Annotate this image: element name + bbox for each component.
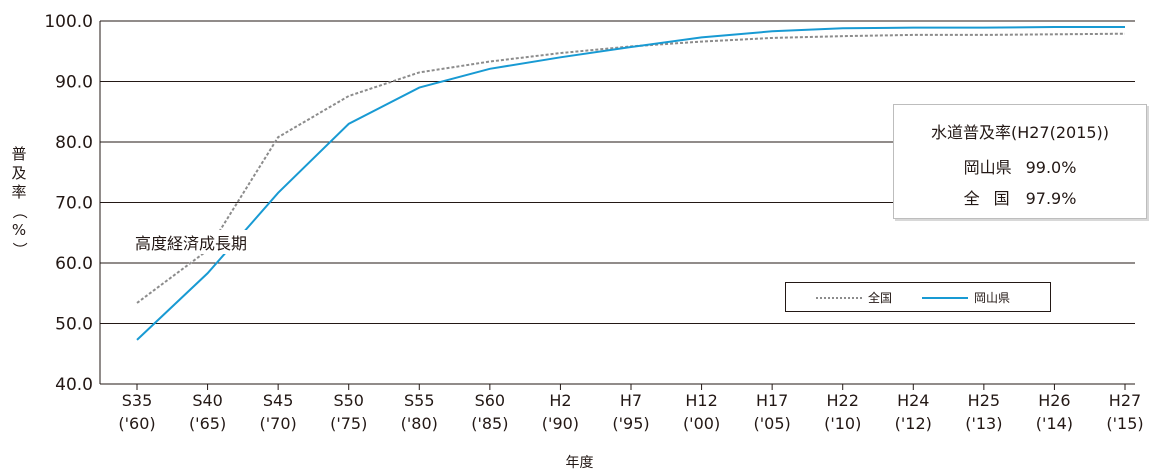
x-tick-label: H22 [827, 391, 859, 410]
gridlines [99, 20, 1135, 385]
legend-item-okayama: 岡山県 [922, 289, 1010, 306]
x-tick-sublabel: ('12) [895, 414, 932, 433]
x-tick-sublabel: ('14) [1036, 414, 1073, 433]
y-tick-label: 80.0 [55, 133, 93, 153]
y-axis-title: 普及率 （%） [10, 145, 29, 257]
x-tick-label: H26 [1038, 391, 1070, 410]
x-tick-label: S55 [404, 391, 435, 410]
infobox-row-value: 99.0% [1025, 158, 1077, 177]
x-tick-label: H25 [968, 391, 1000, 410]
infobox-title: 水道普及率(H27(2015)) [930, 123, 1110, 142]
x-tick-sublabel: ('70) [260, 414, 297, 433]
x-tick-sublabel: ('15) [1106, 414, 1143, 433]
x-tick-sublabel: ('60) [118, 414, 155, 433]
x-axis-ticks: S35 ('60) S40 ('65) S45 ('70) S50 ('75) S55 ('80)… [118, 384, 1144, 433]
x-tick-label: H7 [620, 391, 642, 410]
water-supply-rate-infobox: 水道普及率(H27(2015)) 岡山県 99.0% 全国 97.9% [893, 104, 1147, 219]
legend-swatch-solid [922, 296, 968, 299]
y-tick-label: 50.0 [55, 315, 93, 335]
legend-label: 全国 [868, 291, 893, 305]
infobox-row-label: 岡山県 [963, 158, 1012, 177]
x-tick-sublabel: ('85) [471, 414, 508, 433]
x-tick-label: S45 [263, 391, 294, 410]
x-tick-label: S40 [192, 391, 223, 410]
legend-item-national: 全国 [816, 289, 892, 306]
x-tick-label: H24 [897, 391, 929, 410]
x-tick-sublabel: ('00) [683, 414, 720, 433]
y-tick-label: 40.0 [55, 375, 93, 395]
x-tick-sublabel: ('75) [330, 414, 367, 433]
legend-label: 岡山県 [974, 291, 1011, 305]
x-tick-sublabel: ('13) [965, 414, 1002, 433]
x-tick-sublabel: ('80) [401, 414, 438, 433]
x-tick-sublabel: ('10) [824, 414, 861, 433]
legend-swatch-dashed [816, 296, 862, 299]
x-axis-title: 年度 [565, 455, 594, 471]
series-lines [136, 26, 1126, 341]
infobox-row-okayama: 岡山県 99.0% [894, 154, 1146, 178]
y-tick-label: 100.0 [44, 12, 93, 32]
chart-legend: 全国 岡山県 [785, 282, 1051, 312]
x-tick-label: H2 [549, 391, 571, 410]
x-tick-sublabel: ('95) [612, 414, 649, 433]
x-tick-sublabel: ('65) [189, 414, 226, 433]
y-axis-ticks: 100.0 90.0 80.0 70.0 60.0 50.0 40.0 [44, 12, 93, 395]
y-tick-label: 60.0 [55, 254, 93, 274]
x-tick-label: S60 [475, 391, 506, 410]
infobox-row-value: 97.9% [1025, 189, 1077, 208]
x-tick-label: S50 [333, 391, 364, 410]
annotation-high-growth-period: 高度経済成長期 [133, 230, 250, 254]
infobox-row-label: 全国 [963, 189, 1024, 208]
y-tick-label: 90.0 [55, 73, 93, 93]
infobox-row-national: 全国 97.9% [894, 185, 1146, 209]
x-tick-sublabel: ('05) [754, 414, 791, 433]
x-tick-label: S35 [122, 391, 153, 410]
x-tick-label: H27 [1109, 391, 1141, 410]
y-tick-label: 70.0 [55, 194, 93, 214]
x-tick-label: H17 [756, 391, 788, 410]
x-tick-sublabel: ('90) [542, 414, 579, 433]
x-tick-label: H12 [685, 391, 717, 410]
series-line-okayama [136, 26, 1125, 341]
